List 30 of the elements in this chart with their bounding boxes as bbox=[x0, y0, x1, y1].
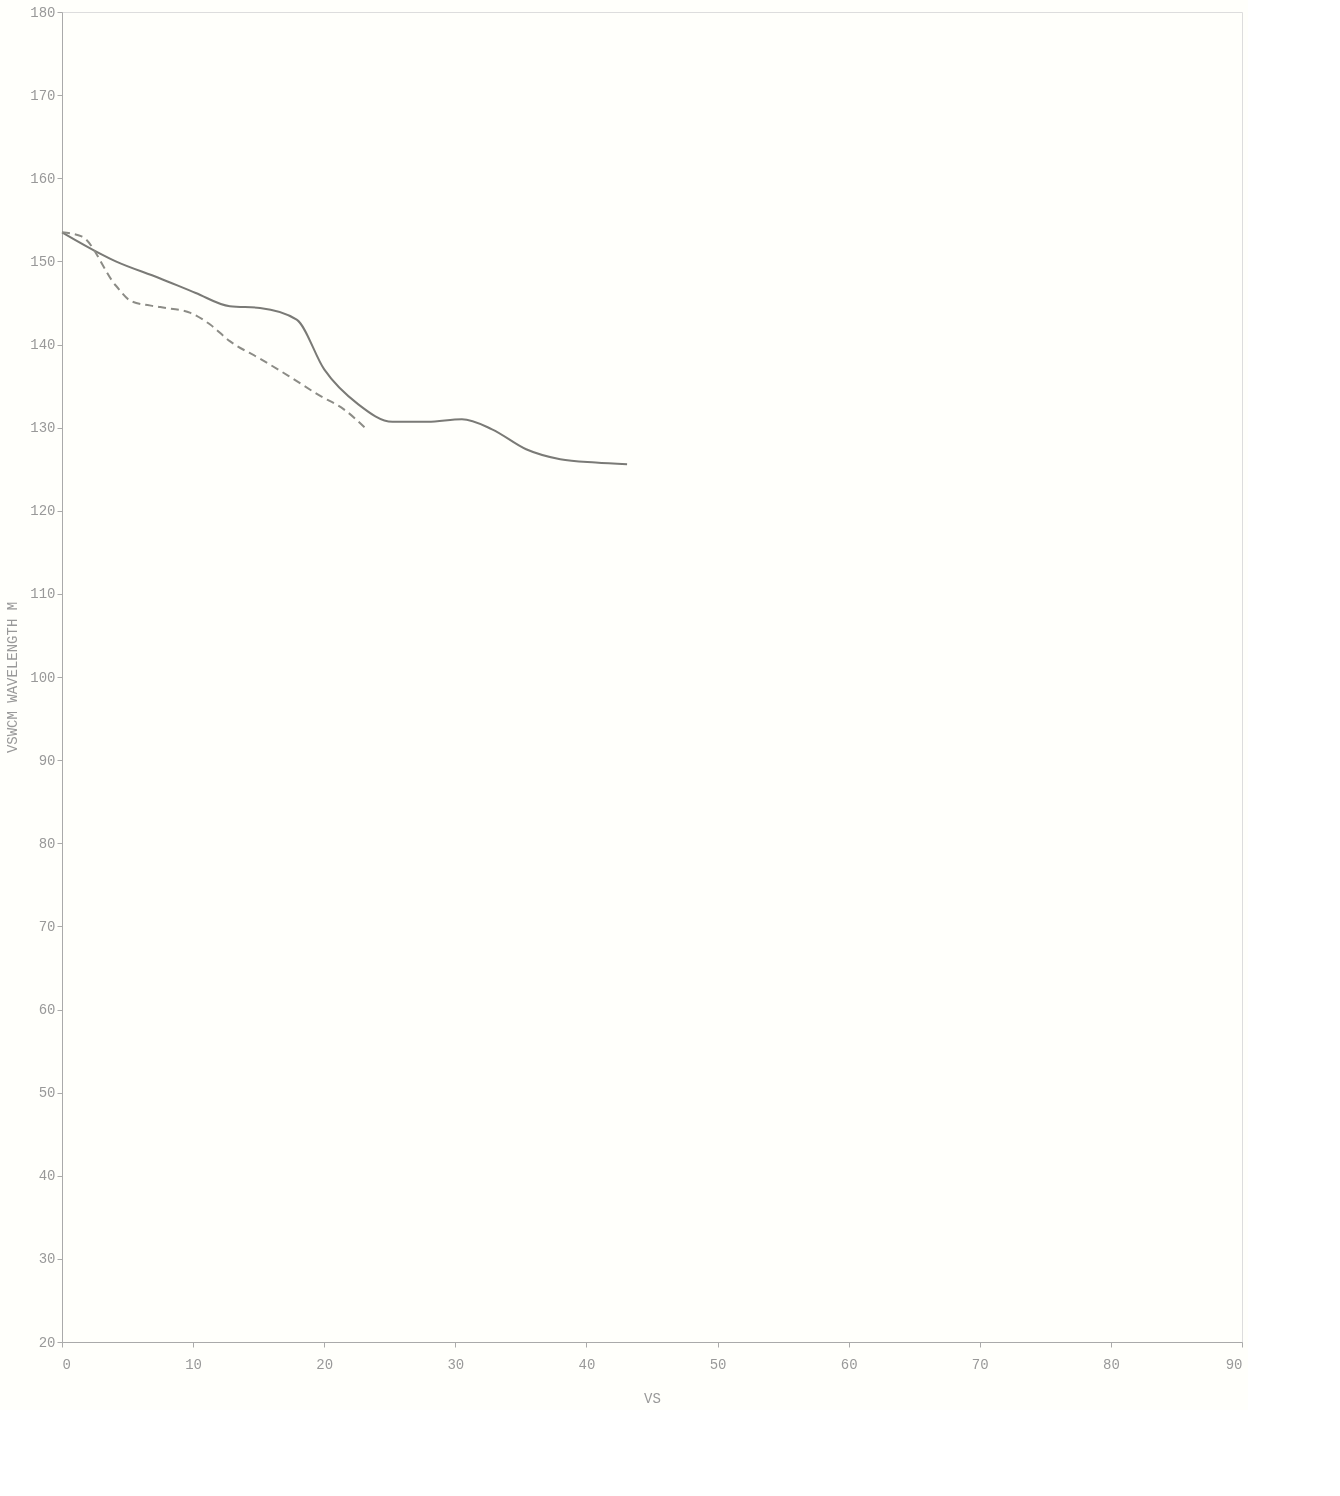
y-tick-label: 50 bbox=[38, 1085, 56, 1102]
x-tick-label: 10 bbox=[185, 1356, 203, 1373]
y-axis-title: VSWCM WAVELENGTH M bbox=[5, 601, 22, 754]
x-tick-label: 80 bbox=[1102, 1356, 1120, 1373]
y-tick-label: 130 bbox=[30, 420, 56, 437]
x-tick-label: 60 bbox=[840, 1356, 858, 1373]
line-series bbox=[61, 231, 629, 466]
y-tick-label: 140 bbox=[30, 337, 56, 353]
x-axis-title: VS bbox=[644, 1390, 661, 1407]
x-tick-label: 70 bbox=[971, 1356, 989, 1373]
y-tick-label: 110 bbox=[30, 586, 56, 603]
y-tick-label: 90 bbox=[38, 752, 56, 769]
y-tick-label: 80 bbox=[38, 835, 56, 852]
y-tick-label: 150 bbox=[30, 253, 56, 270]
x-tick-label: 0 bbox=[62, 1356, 71, 1373]
y-tick-label: 70 bbox=[38, 918, 56, 935]
x-tick-label: 30 bbox=[447, 1356, 465, 1373]
x-tick-label: 50 bbox=[709, 1356, 727, 1373]
x-tick-label: 90 bbox=[1225, 1356, 1243, 1373]
x-tick-label: 40 bbox=[578, 1356, 596, 1373]
y-tick-label: 170 bbox=[30, 87, 56, 104]
y-tick-label: 180 bbox=[30, 4, 56, 21]
y-tick-label: 120 bbox=[30, 503, 56, 520]
y-tick-label: 20 bbox=[38, 1334, 56, 1351]
y-tick-label: 30 bbox=[38, 1251, 56, 1268]
y-tick-label: 160 bbox=[30, 170, 56, 187]
y-tick-label: 100 bbox=[30, 669, 56, 686]
y-tick-label: 60 bbox=[38, 1002, 56, 1018]
y-tick-label: 40 bbox=[38, 1168, 56, 1185]
x-tick-label: 20 bbox=[316, 1356, 334, 1373]
